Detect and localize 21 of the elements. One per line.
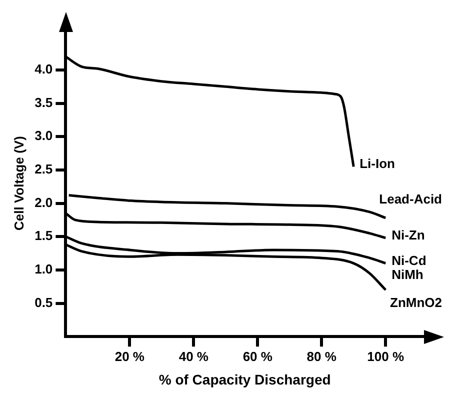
y-tick-label: 3.0 — [34, 128, 53, 144]
series-label: ZnMnO2 — [390, 294, 442, 310]
y-tick-label: 4.0 — [34, 62, 53, 77]
x-axis-title: % of Capacity Discharged — [158, 371, 331, 388]
series-label: Lead-Acid — [379, 192, 442, 207]
x-tick-label: 100 % — [367, 348, 404, 364]
y-tick-label: 0.5 — [34, 294, 53, 310]
series-label: Ni-Cd — [392, 252, 426, 268]
y-tick-label: 1.0 — [34, 262, 53, 277]
x-tick-label: 40 % — [178, 348, 209, 364]
annotation: NiMh — [392, 266, 424, 282]
x-tick-label: 20 % — [114, 348, 145, 364]
x-tick-label: 60 % — [242, 348, 273, 364]
series-label: Ni-Zn — [392, 228, 425, 243]
y-tick-label: 2.5 — [34, 162, 53, 177]
y-tick-label: 3.5 — [34, 94, 53, 110]
y-tick-label: 2.0 — [34, 194, 53, 210]
series-label: Li-Ion — [360, 156, 396, 172]
y-tick-label: 1.5 — [34, 228, 53, 244]
y-axis-title: Cell Voltage (V) — [11, 136, 26, 230]
x-tick-label: 80 % — [306, 348, 337, 364]
